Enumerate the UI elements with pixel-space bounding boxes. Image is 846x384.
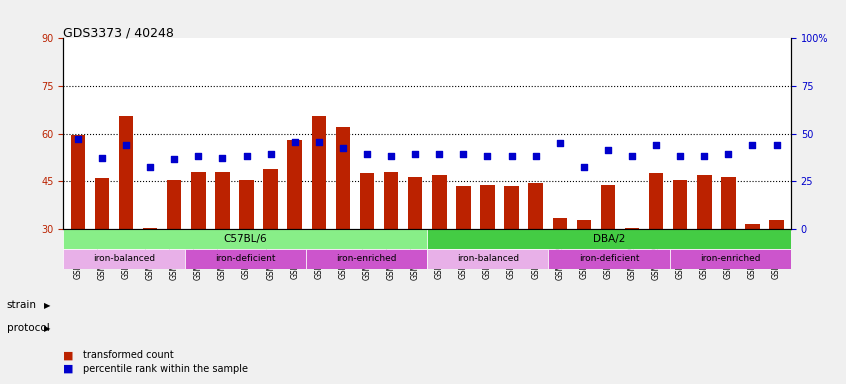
Point [553, 140, 567, 146]
Bar [239, 180, 254, 229]
Bar [745, 224, 760, 229]
Text: transformed count: transformed count [83, 350, 173, 360]
Point [168, 156, 181, 162]
Text: percentile rank within the sample: percentile rank within the sample [83, 364, 248, 374]
Bar [288, 140, 302, 229]
Text: iron-deficient: iron-deficient [215, 254, 276, 263]
Text: ■: ■ [63, 364, 74, 374]
Bar [408, 177, 422, 229]
Point [650, 142, 663, 148]
Point [191, 153, 205, 159]
Bar [481, 185, 495, 229]
Bar [697, 175, 711, 229]
Text: ▶: ▶ [44, 324, 51, 333]
Point [144, 164, 157, 170]
Point [577, 164, 591, 170]
Bar [673, 180, 688, 229]
Text: C57BL/6: C57BL/6 [223, 234, 267, 244]
Bar [504, 186, 519, 229]
Point [673, 153, 687, 159]
Point [457, 151, 470, 157]
Point [529, 153, 542, 159]
Bar [184, 249, 306, 269]
Bar [670, 249, 791, 269]
Bar [456, 186, 470, 229]
Point [481, 153, 494, 159]
Bar [625, 228, 640, 229]
Bar [215, 172, 229, 229]
Point [697, 153, 711, 159]
Point [432, 151, 446, 157]
Point [384, 153, 398, 159]
Bar [191, 172, 206, 229]
Text: protocol: protocol [7, 323, 50, 333]
Point [360, 151, 374, 157]
Point [505, 153, 519, 159]
Bar [649, 174, 663, 229]
Point [770, 142, 783, 148]
Bar [143, 228, 157, 229]
Point [264, 151, 277, 157]
Text: ▶: ▶ [44, 301, 51, 310]
Point [312, 139, 326, 145]
Point [602, 147, 615, 153]
Point [409, 151, 422, 157]
Text: ■: ■ [63, 350, 74, 360]
Bar [306, 249, 427, 269]
Bar [427, 229, 791, 249]
Bar [577, 220, 591, 229]
Text: GDS3373 / 40248: GDS3373 / 40248 [63, 27, 174, 40]
Bar [432, 175, 447, 229]
Bar [529, 183, 543, 229]
Text: strain: strain [7, 300, 36, 310]
Bar [71, 135, 85, 229]
Bar [118, 116, 134, 229]
Bar [63, 249, 184, 269]
Text: iron-balanced: iron-balanced [93, 254, 155, 263]
Bar [336, 127, 350, 229]
Point [336, 145, 349, 151]
Point [119, 142, 133, 148]
Bar [552, 218, 567, 229]
Text: iron-enriched: iron-enriched [337, 254, 397, 263]
Bar [769, 220, 783, 229]
Point [288, 139, 301, 145]
Point [745, 142, 759, 148]
Bar [601, 185, 615, 229]
Bar [167, 180, 182, 229]
Bar [548, 249, 670, 269]
Point [216, 154, 229, 161]
Point [71, 136, 85, 142]
Text: iron-balanced: iron-balanced [457, 254, 519, 263]
Text: DBA/2: DBA/2 [593, 234, 625, 244]
Bar [311, 116, 326, 229]
Text: iron-enriched: iron-enriched [700, 254, 761, 263]
Bar [360, 174, 374, 229]
Bar [427, 249, 548, 269]
Bar [721, 177, 736, 229]
Point [239, 153, 253, 159]
Bar [263, 169, 277, 229]
Text: iron-deficient: iron-deficient [579, 254, 640, 263]
Bar [95, 178, 109, 229]
Point [625, 153, 639, 159]
Bar [384, 172, 398, 229]
Point [722, 151, 735, 157]
Bar [63, 229, 427, 249]
Point [96, 154, 109, 161]
